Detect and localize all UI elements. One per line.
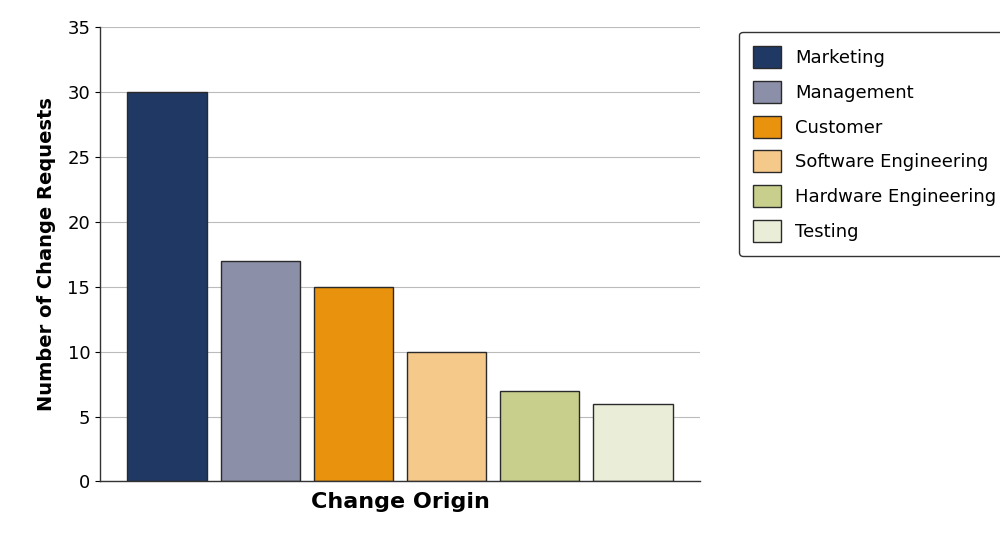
Bar <box>500 391 579 481</box>
Legend: Marketing, Management, Customer, Software Engineering, Hardware Engineering, Tes: Marketing, Management, Customer, Softwar… <box>739 32 1000 256</box>
Bar <box>407 352 486 481</box>
Bar <box>127 92 207 481</box>
Bar <box>221 261 300 481</box>
Y-axis label: Number of Change Requests: Number of Change Requests <box>37 97 56 411</box>
Bar <box>593 404 673 481</box>
X-axis label: Change Origin: Change Origin <box>311 492 489 513</box>
Bar <box>314 287 393 481</box>
